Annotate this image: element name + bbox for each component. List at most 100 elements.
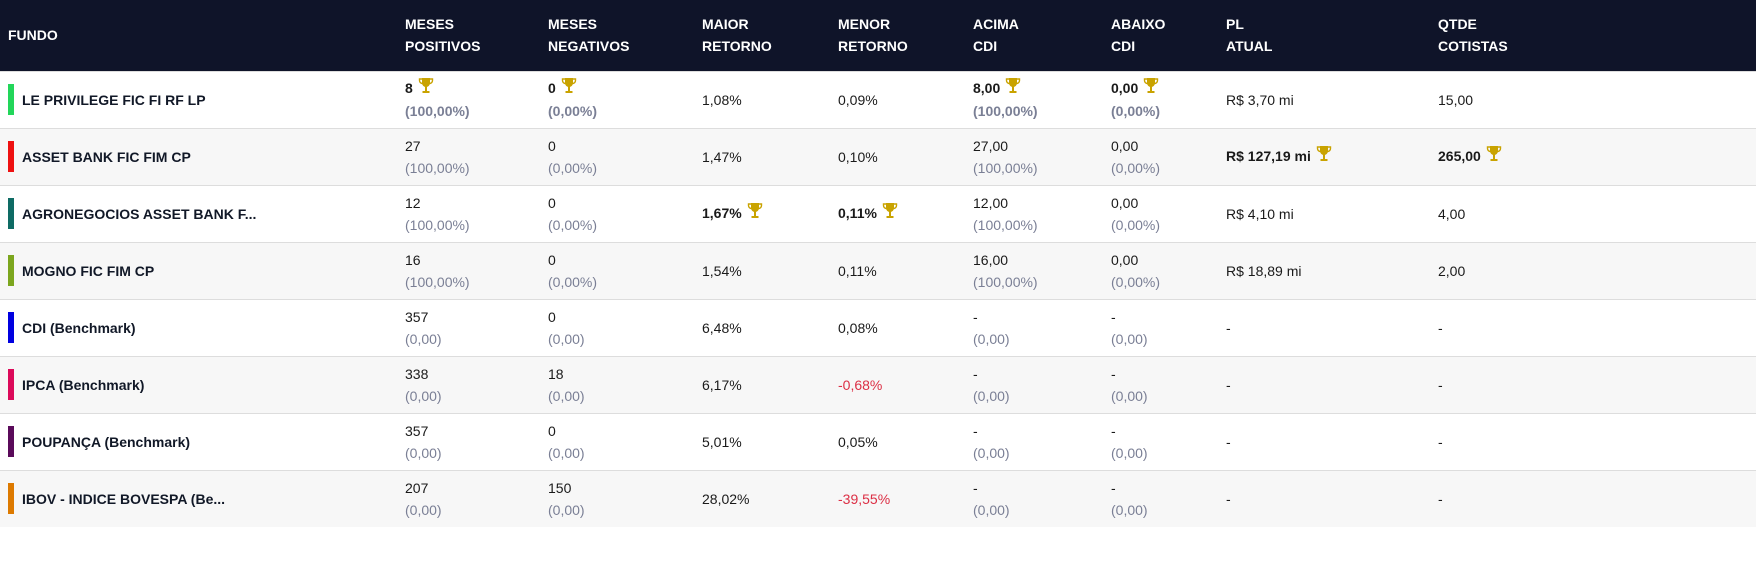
column-header-maior-retorno[interactable]: MAIOR RETORNO (702, 0, 838, 71)
fund-name[interactable]: IBOV - INDICE BOVESPA (Be... (22, 490, 226, 507)
table-row[interactable]: POUPANÇA (Benchmark) 357 (0,00) 0 (0,00) 5,01… (0, 413, 1756, 470)
cell-subvalue: (0,00%) (548, 103, 598, 119)
fund-cell: POUPANÇA (Benchmark) (0, 413, 405, 470)
acima-cdi-cell: - (0,00) (973, 470, 1111, 527)
cell-value-text: - (1438, 376, 1443, 393)
cell-value-text: 4,00 (1438, 205, 1466, 222)
cell-value: 27 (405, 135, 548, 157)
fund-name[interactable]: AGRONEGOCIOS ASSET BANK F... (22, 205, 257, 222)
meses-positivos-cell: 357 (0,00) (405, 299, 548, 356)
table-row[interactable]: CDI (Benchmark) 357 (0,00) 0 (0,00) 6,48% 0,08… (0, 299, 1756, 356)
table-body: LE PRIVILEGE FIC FI RF LP 8 (100,00%) 0 (0,0… (0, 71, 1756, 527)
cell-subvalue: (0,00) (973, 387, 1010, 404)
meses-positivos-cell: 338 (0,00) (405, 356, 548, 413)
table-row[interactable]: ASSET BANK FIC FIM CP 27 (100,00%) 0 (0,00%)… (0, 128, 1756, 185)
cell-value: 0,09% (838, 89, 973, 111)
cell-value-text: 16 (405, 251, 421, 268)
cell-value-text: 16,00 (973, 251, 1009, 268)
cell-value: 8 (405, 77, 548, 100)
fund-name[interactable]: POUPANÇA (Benchmark) (22, 433, 191, 450)
trophy-icon (561, 77, 577, 100)
cell-subvalue: (100,00%) (405, 159, 470, 176)
acima-cdi-cell: - (0,00) (973, 299, 1111, 356)
abaixo-cdi-cell: - (0,00) (1111, 470, 1226, 527)
table-row[interactable]: IBOV - INDICE BOVESPA (Be... 207 (0,00) 150… (0, 470, 1756, 527)
meses-positivos-cell: 12 (100,00%) (405, 185, 548, 242)
cell-value: 0 (548, 306, 702, 328)
cell-value: 265,00 (1438, 145, 1756, 168)
column-header-pl-atual[interactable]: PL ATUAL (1226, 0, 1438, 71)
column-header-qtde-cotistas[interactable]: QTDE COTISTAS (1438, 0, 1756, 71)
header-line-2: ATUAL (1226, 38, 1273, 55)
fund-name[interactable]: CDI (Benchmark) (22, 319, 136, 336)
table-row[interactable]: MOGNO FIC FIM CP 16 (100,00%) 0 (0,00%) 1,54%… (0, 242, 1756, 299)
cell-subvalue: (0,00%) (1111, 273, 1161, 290)
cell-value: 6,17% (702, 374, 838, 396)
qtde-cotistas-cell: 2,00 (1438, 242, 1756, 299)
qtde-cotistas-cell: - (1438, 470, 1756, 527)
cell-value-text: 338 (405, 365, 429, 382)
maior-retorno-cell: 1,54% (702, 242, 838, 299)
table-row[interactable]: IPCA (Benchmark) 338 (0,00) 18 (0,00) 6,17% -0… (0, 356, 1756, 413)
qtde-cotistas-cell: - (1438, 413, 1756, 470)
column-header-abaixo-cdi[interactable]: ABAIXO CDI (1111, 0, 1226, 71)
pl-atual-cell: R$ 4,10 mi (1226, 185, 1438, 242)
table-row[interactable]: AGRONEGOCIOS ASSET BANK F... 12 (100,00%) 0… (0, 185, 1756, 242)
meses-positivos-cell: 357 (0,00) (405, 413, 548, 470)
cell-value-text: 357 (405, 308, 429, 325)
cell-subvalue: (0,00%) (548, 216, 598, 233)
column-header-meses-negativos[interactable]: MESES NEGATIVOS (548, 0, 702, 71)
trophy-icon (1316, 145, 1332, 168)
abaixo-cdi-cell: 0,00 (0,00%) (1111, 71, 1226, 128)
header-line-2: POSITIVOS (405, 38, 481, 55)
acima-cdi-cell: 27,00 (100,00%) (973, 128, 1111, 185)
fund-name[interactable]: ASSET BANK FIC FIM CP (22, 148, 191, 165)
cell-value: - (973, 420, 1111, 442)
qtde-cotistas-cell: - (1438, 356, 1756, 413)
cell-value: 357 (405, 306, 548, 328)
cell-subvalue: (100,00%) (973, 159, 1038, 176)
pl-atual-cell: - (1226, 413, 1438, 470)
fund-color-indicator (8, 426, 14, 457)
maior-retorno-cell: 5,01% (702, 413, 838, 470)
cell-value: R$ 3,70 mi (1226, 89, 1438, 111)
meses-negativos-cell: 0 (0,00%) (548, 71, 702, 128)
cell-value-text: - (973, 479, 978, 496)
fund-name[interactable]: LE PRIVILEGE FIC FI RF LP (22, 91, 206, 108)
cell-value: 0,00 (1111, 135, 1226, 157)
fund-name[interactable]: IPCA (Benchmark) (22, 376, 145, 393)
fund-name[interactable]: MOGNO FIC FIM CP (22, 262, 155, 279)
fund-color-indicator (8, 84, 14, 115)
cell-value-text: 6,17% (702, 376, 742, 393)
qtde-cotistas-cell: 15,00 (1438, 71, 1756, 128)
header-line-1: MAIOR (702, 16, 749, 33)
cell-subvalue: (100,00%) (973, 103, 1038, 119)
cell-value: 0,00 (1111, 249, 1226, 271)
cell-value-text: 207 (405, 479, 429, 496)
cell-value-text: 0 (548, 308, 556, 325)
column-header-meses-positivos[interactable]: MESES POSITIVOS (405, 0, 548, 71)
header-line-1: PL (1226, 16, 1244, 33)
fund-color-indicator (8, 312, 14, 343)
cell-subvalue: (0,00%) (1111, 216, 1161, 233)
meses-positivos-cell: 207 (0,00) (405, 470, 548, 527)
acima-cdi-cell: - (0,00) (973, 413, 1111, 470)
cell-value-text: 1,54% (702, 262, 742, 279)
acima-cdi-cell: 8,00 (100,00%) (973, 71, 1111, 128)
trophy-icon (1005, 77, 1021, 100)
column-header-menor-retorno[interactable]: MENOR RETORNO (838, 0, 973, 71)
cell-value: 0 (548, 135, 702, 157)
meses-negativos-cell: 0 (0,00%) (548, 128, 702, 185)
table-row[interactable]: LE PRIVILEGE FIC FI RF LP 8 (100,00%) 0 (0,0… (0, 71, 1756, 128)
fund-color-indicator (8, 198, 14, 229)
cell-value: - (1111, 477, 1226, 499)
meses-negativos-cell: 0 (0,00%) (548, 242, 702, 299)
menor-retorno-cell: 0,09% (838, 71, 973, 128)
cell-subvalue: (0,00) (405, 444, 442, 461)
cell-value-text: 0,00 (1111, 251, 1139, 268)
cell-value: 27,00 (973, 135, 1111, 157)
cell-value-text: 5,01% (702, 433, 742, 450)
fund-cell: CDI (Benchmark) (0, 299, 405, 356)
column-header-fundo[interactable]: FUNDO (0, 0, 405, 71)
column-header-acima-cdi[interactable]: ACIMA CDI (973, 0, 1111, 71)
